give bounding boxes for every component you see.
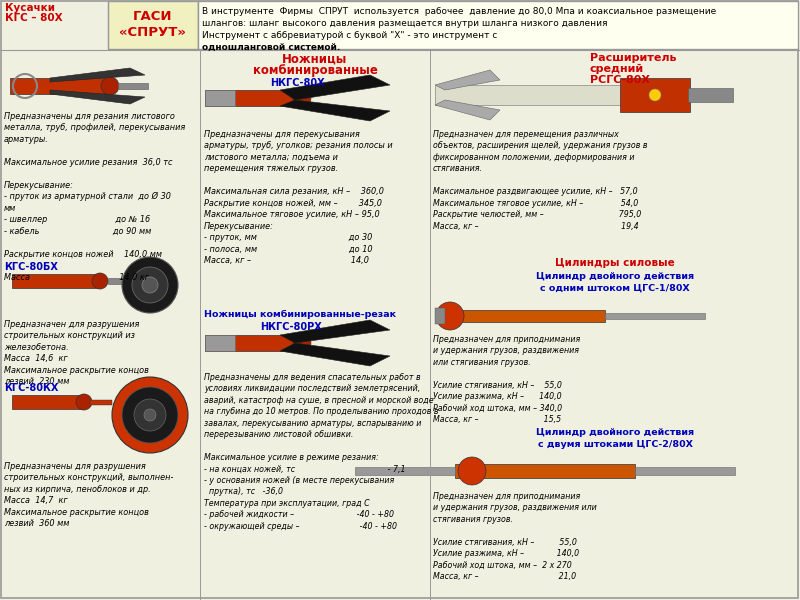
Text: Предназначены для ведения спасательных работ в
условиях ликвидации последствий з: Предназначены для ведения спасательных р… — [204, 373, 438, 531]
Text: Ножницы: Ножницы — [282, 53, 348, 66]
Circle shape — [458, 457, 486, 485]
Circle shape — [293, 334, 311, 352]
Text: Предназначены для разрушения
строительных конструкций, выполнен-
ных из кирпича,: Предназначены для разрушения строительны… — [4, 462, 174, 528]
Bar — [605, 313, 705, 319]
Text: Цилиндры силовые: Цилиндры силовые — [555, 258, 675, 268]
Circle shape — [122, 387, 178, 443]
Circle shape — [132, 267, 168, 303]
Polygon shape — [435, 70, 500, 90]
Bar — [620, 78, 690, 112]
FancyBboxPatch shape — [108, 1, 198, 49]
Polygon shape — [280, 100, 390, 121]
Text: Предназначены для перекусывания
арматуры, труб, уголков; резания полосы и
листов: Предназначены для перекусывания арматуры… — [204, 130, 393, 265]
Bar — [205, 335, 300, 351]
Text: Инструмент с аббревиатурой с буквой "Х" - это инструмент с: Инструмент с аббревиатурой с буквой "Х" … — [202, 31, 500, 40]
Bar — [12, 274, 97, 288]
Text: НКГС-80Х: НКГС-80Х — [270, 78, 325, 88]
Text: Предназначены для резания листового
металла, труб, профилей, перекусывания
армат: Предназначены для резания листового мета… — [4, 112, 186, 281]
Text: НКГС-80РХ: НКГС-80РХ — [260, 322, 322, 332]
Polygon shape — [280, 320, 390, 343]
Text: КГС-80КХ: КГС-80КХ — [4, 383, 58, 393]
Polygon shape — [280, 343, 390, 366]
Polygon shape — [435, 100, 500, 120]
Bar — [205, 90, 300, 106]
Text: Предназначен для приподнимания
и удержания грузов, раздвижения
или стягивания гр: Предназначен для приподнимания и удержан… — [433, 335, 580, 424]
Circle shape — [112, 377, 188, 453]
Circle shape — [293, 89, 311, 107]
Polygon shape — [50, 90, 145, 104]
Polygon shape — [280, 75, 390, 100]
Text: КГС-80БХ: КГС-80БХ — [4, 262, 58, 272]
Circle shape — [92, 273, 108, 289]
Circle shape — [134, 399, 166, 431]
Text: Предназначен для приподнимания
и удержания грузов, раздвижения или
стягивания гр: Предназначен для приподнимания и удержан… — [433, 492, 597, 581]
Bar — [455, 464, 635, 478]
Circle shape — [649, 89, 661, 101]
Text: ГАСИ
«СПРУТ»: ГАСИ «СПРУТ» — [119, 10, 186, 40]
Text: Предназначен для разрушения
строительных конструкций из
железобетона.
Масса  14,: Предназначен для разрушения строительных… — [4, 320, 149, 386]
Bar — [10, 78, 110, 94]
Bar — [12, 395, 82, 409]
Text: РСГС-80Х: РСГС-80Х — [590, 75, 650, 85]
Text: с одним штоком ЦГС-1/80Х: с одним штоком ЦГС-1/80Х — [540, 284, 690, 293]
Circle shape — [142, 277, 158, 293]
Bar — [435, 85, 670, 105]
Bar — [435, 310, 605, 322]
Bar — [108, 278, 133, 284]
Text: шлангов: шланг высокого давления размещается внутри шланга низкого давления: шлангов: шланг высокого давления размеща… — [202, 19, 607, 28]
Text: Цилиндр двойного действия: Цилиндр двойного действия — [536, 272, 694, 281]
Polygon shape — [50, 68, 145, 82]
Bar — [355, 467, 455, 475]
Text: с двумя штоками ЦГС-2/80Х: с двумя штоками ЦГС-2/80Х — [538, 440, 693, 449]
Bar — [205, 335, 235, 351]
Circle shape — [122, 257, 178, 313]
Bar — [635, 467, 735, 475]
Bar — [205, 90, 235, 106]
Text: Ножницы комбинированные-резак: Ножницы комбинированные-резак — [204, 310, 396, 319]
Circle shape — [101, 77, 119, 95]
Text: Предназначен для перемещения различных
объектов, расширения щелей, удержания гру: Предназначен для перемещения различных о… — [433, 130, 647, 230]
Text: Цилиндр двойного действия: Цилиндр двойного действия — [536, 428, 694, 437]
Circle shape — [144, 409, 156, 421]
Circle shape — [436, 302, 464, 330]
Circle shape — [76, 394, 92, 410]
Text: В инструменте  Фирмы  СПРУТ  используется  рабочее  давление до 80,0 Мпа и коакс: В инструменте Фирмы СПРУТ используется р… — [202, 7, 716, 16]
Text: КГС – 80Х: КГС – 80Х — [5, 13, 62, 23]
Text: средний: средний — [590, 64, 644, 74]
Text: Кусачки: Кусачки — [5, 3, 55, 13]
Bar — [688, 88, 733, 102]
FancyBboxPatch shape — [198, 1, 798, 49]
Text: комбинированные: комбинированные — [253, 64, 378, 77]
Text: одношланговой системой.: одношланговой системой. — [202, 43, 340, 52]
Text: Расширитель: Расширитель — [590, 53, 677, 63]
Bar — [435, 308, 445, 324]
Bar — [118, 83, 148, 89]
Bar — [90, 400, 112, 405]
